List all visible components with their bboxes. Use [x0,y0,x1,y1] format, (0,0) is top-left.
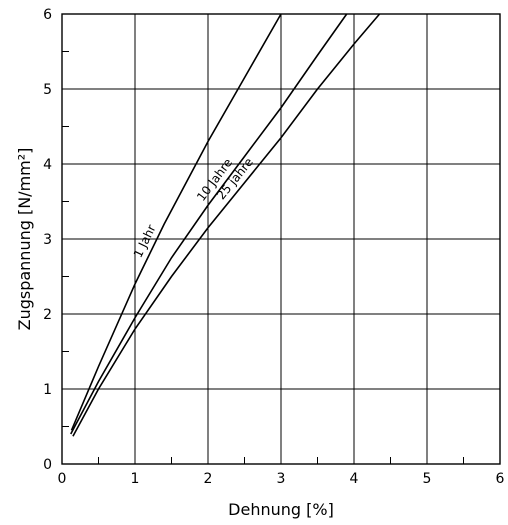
x-tick-label: 0 [58,471,67,487]
y-tick-label: 0 [43,457,52,473]
y-tick-label: 3 [43,232,52,248]
x-tick-label: 4 [350,471,359,487]
x-tick-labels: 0 1 2 3 4 5 6 [58,471,505,487]
grid-layer [62,14,500,464]
curve-layer [70,13,381,437]
y-tick-label: 1 [43,382,52,398]
series-line [70,13,348,435]
y-tick-labels: 0 1 2 3 4 5 6 [43,7,52,473]
x-tick-label: 1 [131,471,140,487]
x-tick-label: 2 [204,471,213,487]
x-tick-label: 5 [423,471,432,487]
x-axis-title: Dehnung [%] [228,500,334,519]
y-tick-label: 2 [43,307,52,323]
y-tick-label: 6 [43,7,52,23]
y-tick-label: 4 [43,157,52,173]
x-tick-label: 6 [496,471,505,487]
y-tick-label: 5 [43,82,52,98]
series-line [72,13,381,437]
series-line [70,13,282,431]
y-axis-title: Zugspannung [N/mm²] [15,148,34,331]
x-tick-label: 3 [277,471,286,487]
tick-layer [62,51,464,464]
